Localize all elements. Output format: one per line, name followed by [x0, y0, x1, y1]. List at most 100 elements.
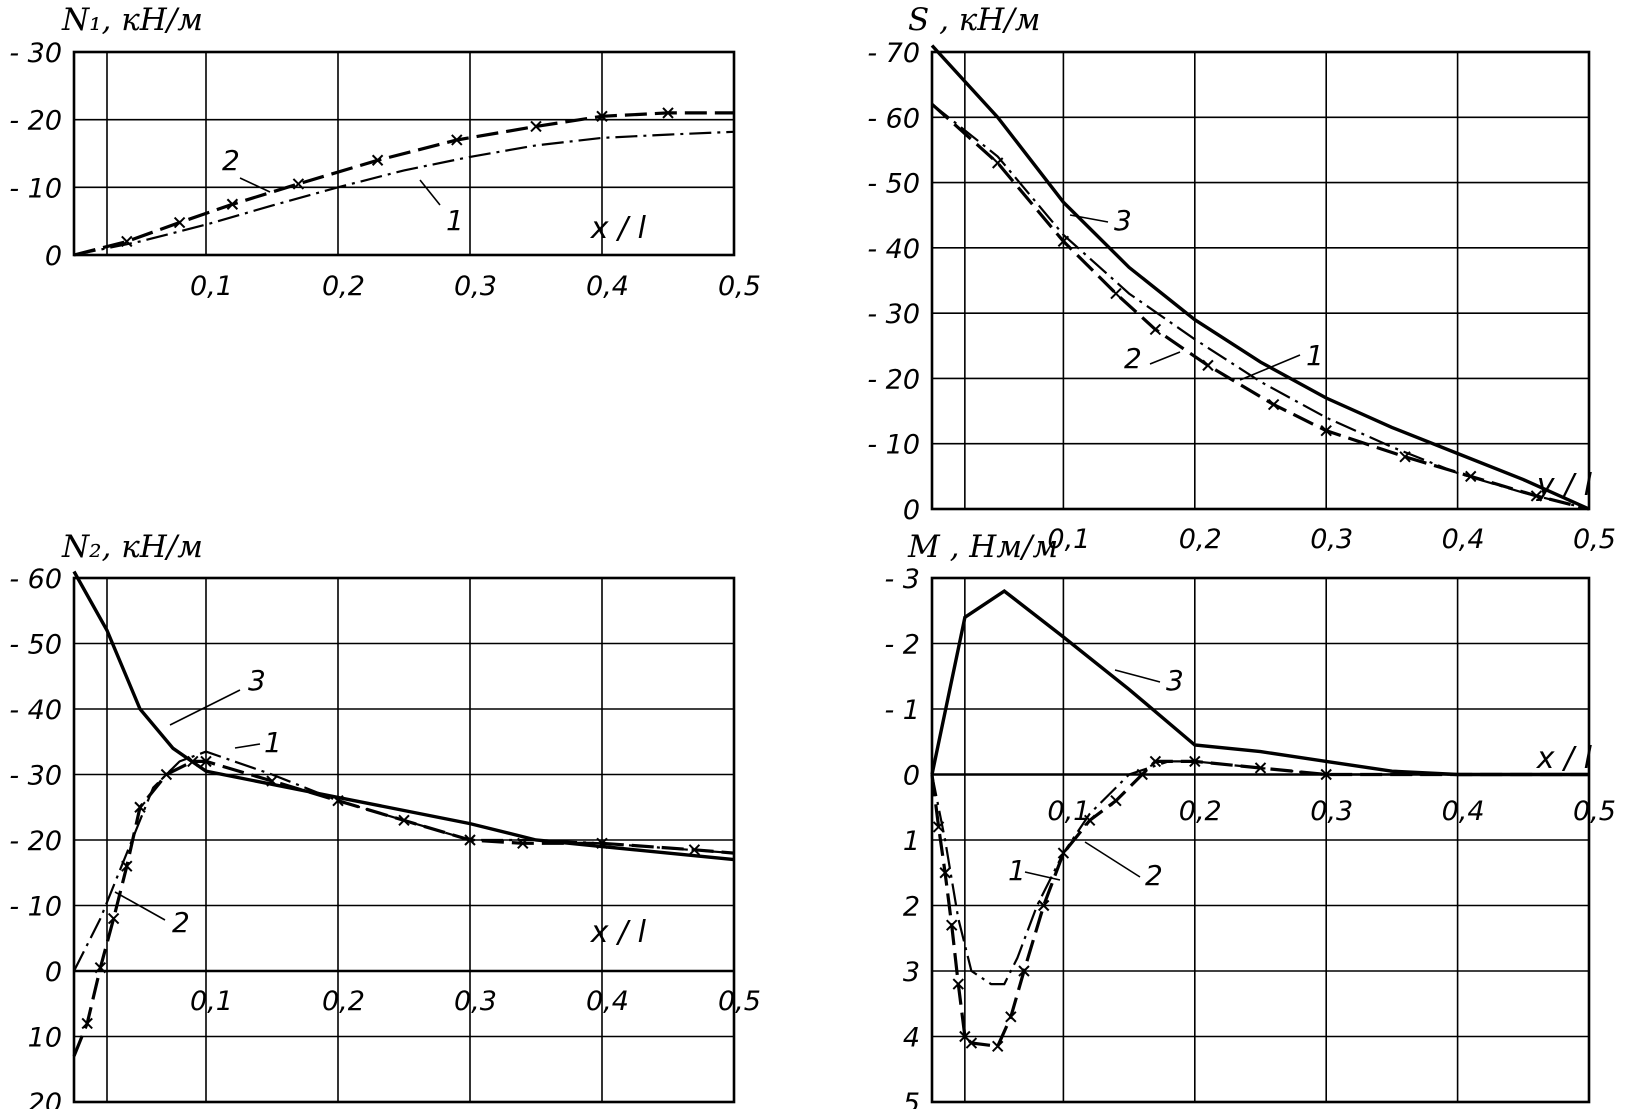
cross-marker: [121, 235, 133, 248]
cross-marker: [965, 1037, 978, 1049]
y-tick-label: - 50: [867, 169, 920, 200]
cross-marker: [662, 107, 674, 119]
curve-leader-line: [1069, 214, 1109, 223]
y-tick-label: - 20: [9, 826, 62, 857]
cross-marker: [292, 178, 305, 190]
marker-stroke: [398, 814, 410, 827]
plot-frame: [72, 50, 736, 257]
panel-n2: N₂, кН/м x / l 20 10 0 - 10 - 20 - 30 - 40 - 50 - …: [9, 529, 761, 1109]
panel-title: S , кН/м: [908, 2, 1041, 38]
y-tick-label: - 30: [9, 38, 62, 69]
cross-marker: [932, 821, 945, 833]
curve-label-1: 1: [1008, 854, 1026, 887]
y-tick-label: 20: [28, 1088, 62, 1109]
marker-stroke: [226, 198, 239, 210]
curve-label-3: 3: [1166, 664, 1184, 697]
marker-stroke: [1399, 451, 1411, 463]
y-tick-label: - 20: [9, 106, 62, 137]
cross-marker: [160, 768, 173, 781]
marker-stroke: [688, 844, 701, 856]
cross-marker: [200, 755, 212, 768]
curve-leader-line: [1024, 871, 1061, 881]
panel-title: N₂, кН/м: [61, 529, 203, 565]
marker-stroke: [1037, 899, 1050, 912]
marker-stroke: [959, 1030, 971, 1043]
curve-leader-line: [234, 743, 261, 749]
marker-stroke: [517, 837, 529, 849]
cross-marker: [596, 110, 608, 122]
x-tick-label: 0,2: [1179, 796, 1222, 827]
cross-marker: [134, 801, 146, 813]
marker-stroke: [1057, 847, 1070, 859]
y-tick-label: 0: [903, 495, 920, 526]
marker-stroke: [1110, 287, 1122, 300]
y-tick-label: - 1: [884, 695, 920, 726]
cross-marker: [81, 1017, 93, 1030]
curve-leader-line: [1149, 351, 1181, 365]
x-tick-label: 0,5: [718, 271, 761, 302]
cross-marker: [688, 844, 701, 856]
marker-stroke: [1149, 323, 1162, 336]
marker-stroke: [121, 235, 133, 248]
cross-marker: [1110, 794, 1122, 807]
grid: [932, 578, 1589, 1102]
curve-leader-line: [114, 891, 166, 921]
x-tick-label: 0,2: [322, 271, 365, 302]
cross-marker: [1320, 424, 1332, 437]
marker-stroke: [1110, 794, 1122, 807]
x-tick-label: 0,4: [586, 986, 629, 1017]
x-tick-label: 0,1: [190, 986, 233, 1017]
marker-stroke: [1149, 755, 1162, 768]
curve-label-3: 3: [248, 664, 266, 697]
marker-stroke: [1530, 490, 1543, 502]
marker-stroke: [1267, 398, 1280, 411]
marker-stroke: [932, 821, 945, 833]
x-tick-label: 0,3: [454, 271, 497, 302]
marker-stroke: [596, 110, 608, 122]
y-tick-label: - 10: [9, 892, 62, 923]
marker-stroke: [134, 801, 146, 813]
cross-marker: [371, 154, 384, 166]
y-tick-label: - 40: [867, 234, 920, 265]
marker-stroke: [1018, 965, 1030, 977]
curve-label-2: 2: [1145, 859, 1163, 892]
curve-leader-line: [1239, 354, 1301, 381]
x-tick-label: 0,1: [190, 271, 233, 302]
series-1-line: [931, 103, 1590, 511]
y-tick-label: - 60: [867, 103, 920, 134]
series-2-line: [930, 759, 1589, 1049]
series-3-line: [72, 570, 735, 862]
y-tick-label: 1: [903, 826, 920, 857]
y-tick-label: - 70: [867, 38, 920, 69]
cross-marker: [451, 134, 463, 146]
curve-label-2: 2: [1124, 342, 1142, 375]
curve-label-3: 3: [1114, 204, 1132, 237]
x-axis-label: x / l: [590, 211, 647, 246]
cross-marker: [1530, 490, 1543, 502]
cross-marker: [1254, 762, 1267, 774]
cross-marker: [1399, 451, 1411, 463]
cross-marker: [517, 837, 529, 849]
x-axis-label: x / l: [1536, 741, 1593, 776]
marker-stroke: [371, 154, 384, 166]
y-tick-label: 3: [903, 957, 920, 988]
marker-stroke: [965, 1037, 978, 1049]
marker-stroke: [200, 755, 212, 768]
y-tick-label: 2: [903, 892, 920, 923]
cross-marker: [1189, 755, 1201, 768]
x-tick-label: 0,2: [1179, 524, 1222, 555]
marker-stroke: [464, 834, 476, 846]
marker-stroke: [1005, 1011, 1017, 1023]
x-tick-label: 0,4: [586, 271, 629, 302]
curve-label-1: 1: [446, 204, 464, 237]
x-tick-label: 0,2: [322, 986, 365, 1017]
x-tick-label: 0,4: [1442, 796, 1485, 827]
cross-marker: [1202, 359, 1214, 372]
marker-stroke: [530, 120, 542, 133]
cross-marker: [121, 860, 133, 872]
cross-marker: [1149, 755, 1162, 768]
x-tick-label: 0,5: [1573, 524, 1616, 555]
panel-n1: N₁, кН/м x / l 0 - 10 - 20 - 30 0,1 0,2 0,3 0,4 0,…: [9, 2, 761, 302]
cross-marker: [1005, 1011, 1017, 1023]
